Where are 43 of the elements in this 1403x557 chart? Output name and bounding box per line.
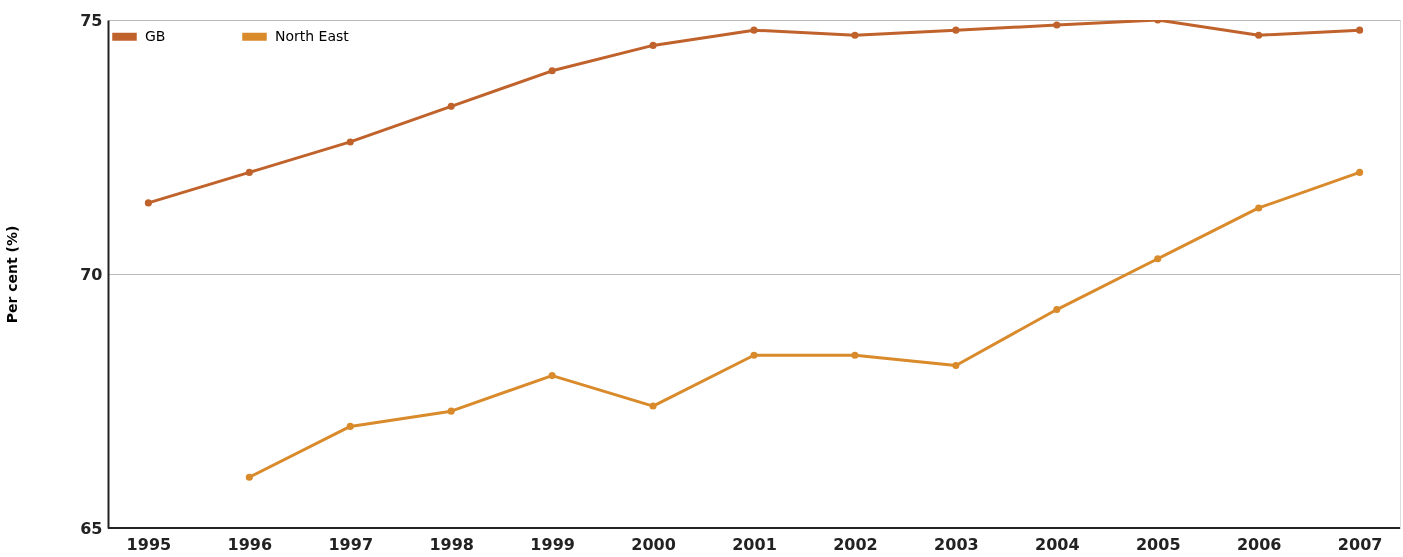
point xyxy=(649,41,657,49)
point xyxy=(447,102,455,110)
point xyxy=(1053,21,1061,29)
point xyxy=(851,351,859,359)
legend-label: North East xyxy=(275,27,350,44)
point xyxy=(346,138,354,146)
legend-label: GB xyxy=(145,27,166,44)
point xyxy=(447,407,455,415)
point xyxy=(1255,204,1263,212)
point xyxy=(952,361,960,369)
point xyxy=(548,67,556,75)
point xyxy=(1053,306,1061,314)
point xyxy=(1356,168,1364,176)
x-tick-label: 1996 xyxy=(227,534,273,554)
x-tick-label: 1995 xyxy=(126,534,172,554)
x-tick-label: 2001 xyxy=(732,534,777,554)
y-axis-title: Per cent (%) xyxy=(4,225,21,324)
point xyxy=(548,372,556,380)
point xyxy=(1255,31,1263,39)
x-tick-label: 2004 xyxy=(1035,534,1080,554)
y-tick-label: 65 xyxy=(80,518,103,538)
x-tick-label: 1997 xyxy=(328,534,374,554)
x-tick-label: 2005 xyxy=(1135,534,1181,554)
point xyxy=(952,26,960,34)
x-tick-label: 2002 xyxy=(833,534,878,554)
point xyxy=(245,168,253,176)
x-tick-label: 2007 xyxy=(1337,534,1383,554)
point xyxy=(346,422,354,430)
y-tick-label: 70 xyxy=(80,264,103,284)
x-tick-label: 2006 xyxy=(1236,534,1282,554)
point xyxy=(750,351,758,359)
x-tick-label: 2000 xyxy=(631,534,676,554)
x-tick-label: 2003 xyxy=(934,534,979,554)
point xyxy=(1356,26,1364,34)
point xyxy=(649,402,657,410)
x-tick-label: 1999 xyxy=(530,534,575,554)
point xyxy=(1154,255,1162,263)
y-tick-label: 75 xyxy=(80,10,103,30)
point xyxy=(851,31,859,39)
x-tick-label: 1998 xyxy=(429,534,474,554)
point xyxy=(144,199,152,207)
point xyxy=(750,26,758,34)
point xyxy=(245,473,253,481)
